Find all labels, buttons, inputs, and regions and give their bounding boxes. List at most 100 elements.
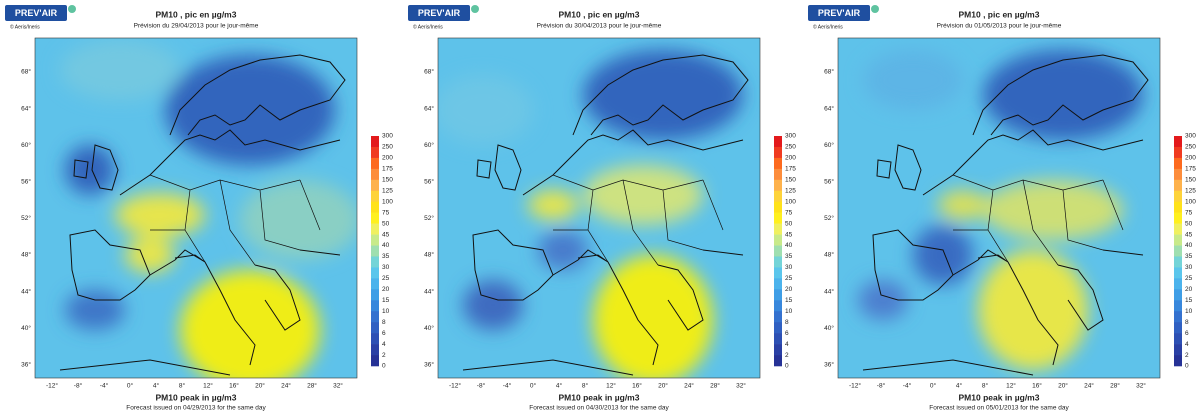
colorbar-segment <box>1174 289 1182 301</box>
colorbar-segment <box>774 157 782 170</box>
credit: © Aeris/Ineris <box>10 23 40 30</box>
colorbar-label: 100 <box>785 198 796 205</box>
colorbar-label: 2 <box>1185 352 1189 359</box>
logo-dot <box>871 5 879 13</box>
coastline <box>59 54 346 376</box>
colorbar-label: 150 <box>382 177 393 184</box>
logo-box <box>408 5 470 21</box>
lat-label: 64° <box>21 104 31 112</box>
panel: PREV'AIR © Aeris/Ineris PM10 , pic en µg/m… <box>408 5 796 412</box>
map-title: PM10 , pic en µg/m3 <box>559 9 640 19</box>
colorbar-label: 40 <box>382 242 390 249</box>
colorbar-segment <box>371 355 379 367</box>
lon-label: -8° <box>477 382 486 390</box>
colorbar-label: 75 <box>1185 209 1193 216</box>
footer-subtitle: Forecast issued on 04/29/2013 for the sa… <box>126 405 266 412</box>
logo: PREV'AIR <box>418 8 461 18</box>
colorbar-segment <box>774 179 782 192</box>
colorbar-label: 15 <box>1185 297 1193 304</box>
colorbar-segment <box>774 333 782 345</box>
lat-label: 40° <box>424 324 434 332</box>
colorbar-label: 35 <box>785 253 793 260</box>
lat-label: 36° <box>824 361 834 369</box>
colorbar-segment <box>371 267 379 279</box>
lat-label: 40° <box>824 324 834 332</box>
map-title: PM10 , pic en µg/m3 <box>156 9 237 19</box>
colorbar-segment <box>1174 223 1182 235</box>
colorbar-segment <box>371 212 379 224</box>
colorbar-label: 6 <box>1185 330 1189 337</box>
map <box>838 38 1160 378</box>
concentration-area <box>583 165 703 225</box>
concentration-area <box>913 225 973 285</box>
colorbar-segment <box>774 223 782 235</box>
lon-label: -8° <box>74 382 83 390</box>
colorbar-label: 6 <box>382 330 386 337</box>
concentration-area <box>528 190 578 220</box>
colorbar-label: 35 <box>382 253 390 260</box>
colorbar-segment <box>1174 245 1182 257</box>
concentration-area <box>593 255 713 378</box>
map-frame <box>34 37 358 379</box>
colorbar-label: 150 <box>785 177 796 184</box>
lon-label: 0° <box>127 382 134 390</box>
colorbar-label: 20 <box>382 286 390 293</box>
concentration-area <box>938 190 988 220</box>
colorbar-label: 2 <box>382 352 386 359</box>
colorbar-label: 200 <box>1185 155 1196 162</box>
lon-label: 4° <box>556 382 563 390</box>
footer-subtitle: Forecast issued on 04/30/2013 for the sa… <box>529 405 669 412</box>
colorbar-segment <box>1174 190 1182 203</box>
colorbar-segment <box>774 289 782 301</box>
colorbar-label: 125 <box>382 187 393 194</box>
map-title: PM10 , pic en µg/m3 <box>959 9 1040 19</box>
logo: PREV'AIR <box>15 8 58 18</box>
lon-label: -12° <box>849 382 861 390</box>
colorbar-label: 8 <box>382 319 386 326</box>
lat-label: 68° <box>21 68 31 76</box>
lat-label: 56° <box>824 178 834 186</box>
colorbar-segment <box>371 300 379 312</box>
colorbar-segment <box>1174 300 1182 312</box>
colorbar-segment <box>1174 146 1182 159</box>
lon-label: 8° <box>982 382 989 390</box>
colorbar-segment <box>774 355 782 367</box>
colorbar-segment <box>774 267 782 279</box>
concentration-area <box>463 280 523 330</box>
lat-label: 36° <box>424 361 434 369</box>
lat-label: 48° <box>21 251 31 259</box>
lat-label: 52° <box>424 214 434 222</box>
lon-label: 24° <box>281 382 291 390</box>
lat-label: 48° <box>424 251 434 259</box>
concentration-area <box>858 280 908 320</box>
colorbar-label: 30 <box>382 264 390 271</box>
colorbar-label: 10 <box>785 308 793 315</box>
lon-label: 12° <box>606 382 616 390</box>
colorbar-segment <box>1174 311 1182 323</box>
borders <box>149 174 321 266</box>
lon-label: 20° <box>658 382 668 390</box>
map <box>35 38 357 378</box>
concentration-area <box>65 290 125 330</box>
lat-label: 48° <box>824 251 834 259</box>
lon-label: -12° <box>46 382 58 390</box>
colorbar-label: 0 <box>382 363 386 370</box>
footer-subtitle: Forecast issued on 05/01/2013 for the sa… <box>929 405 1069 412</box>
pollution-field <box>438 50 743 378</box>
colorbar-label: 45 <box>382 231 390 238</box>
colorbar-label: 300 <box>785 133 796 140</box>
lat-label: 68° <box>424 68 434 76</box>
coastline <box>462 54 749 376</box>
map <box>438 38 760 378</box>
colorbar-segment <box>774 322 782 334</box>
credit: © Aeris/Ineris <box>413 23 443 30</box>
lon-label: 16° <box>229 382 239 390</box>
footer-title: PM10 peak in µg/m3 <box>156 392 237 402</box>
footer-title: PM10 peak in µg/m3 <box>559 392 640 402</box>
lon-label: -4° <box>903 382 912 390</box>
colorbar-label: 175 <box>382 166 393 173</box>
colorbar-segment <box>371 289 379 301</box>
colorbar-segment <box>371 136 379 148</box>
concentration-area <box>165 55 335 165</box>
colorbar-label: 40 <box>1185 242 1193 249</box>
